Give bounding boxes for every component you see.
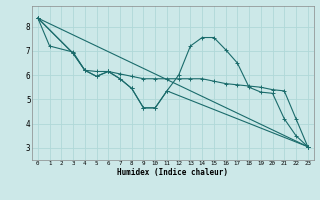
X-axis label: Humidex (Indice chaleur): Humidex (Indice chaleur) xyxy=(117,168,228,177)
